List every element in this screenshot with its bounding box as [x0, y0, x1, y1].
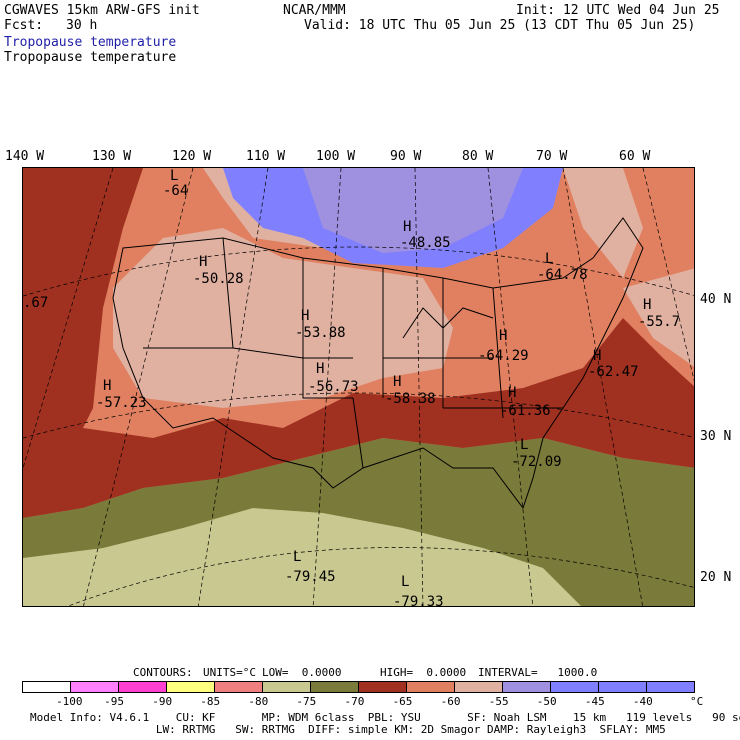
colorbar-tick-label: -70 — [344, 695, 365, 708]
colorbar-swatch — [311, 682, 359, 692]
extremum-type: H — [301, 308, 309, 324]
extremum-value: -58.38 — [385, 391, 436, 407]
init-time: Init: 12 UTC Wed 04 Jun 25 — [516, 3, 720, 18]
extremum-type: H — [593, 348, 601, 364]
model-title: CGWAVES 15km ARW-GFS init — [4, 3, 200, 18]
colorbar-unit: °C — [690, 695, 704, 708]
band-light-ne — [563, 168, 643, 278]
lon-label: 100 W — [316, 149, 356, 164]
colorbar-swatch — [71, 682, 119, 692]
colorbar-swatch — [263, 682, 311, 692]
graticule — [23, 168, 694, 606]
colorbar-tick-label: -60 — [440, 695, 461, 708]
colorbar-swatch — [23, 682, 71, 692]
extremum-value: -61.36 — [500, 403, 551, 419]
colorbar-swatch — [599, 682, 647, 692]
band-light-atlantic — [623, 268, 694, 367]
colorbar-tick-label: -55 — [488, 695, 509, 708]
colorbar-tick-label: -80 — [248, 695, 269, 708]
extremum-value: -56.73 — [308, 379, 359, 395]
extremum-value: -72.09 — [511, 454, 562, 470]
forecast-label: Fcst: — [4, 18, 44, 33]
colorbar-swatch — [455, 682, 503, 692]
contour-field-title: Tropopause temperature — [4, 50, 177, 65]
extremum-type: H — [643, 297, 651, 313]
map-panel: L -64 H -48.85 H -50.28 L -64.78 H -55.7… — [22, 167, 695, 607]
contours-low: LOW= 0.0000 — [262, 666, 342, 679]
extremum-type: H — [103, 378, 111, 394]
extremum-type: H — [508, 385, 516, 401]
extremum-value: -79.33 — [393, 594, 444, 607]
lon-label: 130 W — [92, 149, 132, 164]
extremum-value: -64.78 — [537, 267, 588, 283]
colorbar — [22, 681, 695, 693]
extremum-value: -62.47 — [588, 364, 639, 380]
political-boundaries — [112, 217, 644, 510]
lon-label: 120 W — [172, 149, 212, 164]
colored-field-title: Tropopause temperature — [4, 35, 177, 50]
extremum-type: H — [403, 219, 411, 235]
colorbar-tick-label: -40 — [632, 695, 653, 708]
contours-label: CONTOURS: — [133, 666, 193, 679]
center-label: NCAR/MMM — [283, 3, 346, 18]
contours-interval: INTERVAL= 1000.0 — [478, 666, 598, 679]
lon-label: 110 W — [246, 149, 286, 164]
extremum-value: -48.85 — [400, 235, 451, 251]
extremum-type: L — [545, 251, 553, 267]
lat-label: 20 N — [700, 570, 732, 585]
colorbar-tick-label: -85 — [200, 695, 221, 708]
band-tan — [23, 508, 581, 606]
extremum-type: H — [499, 328, 507, 344]
forecast-hour: 30 h — [66, 18, 98, 33]
lon-label: 80 W — [462, 149, 494, 164]
extremum-value: -57.23 — [96, 395, 147, 411]
extremum-type: H — [199, 254, 207, 270]
lat-label: 30 N — [700, 429, 732, 444]
extremum-value: -64.29 — [478, 348, 529, 364]
edge-value: .67 — [23, 295, 48, 311]
extremum-type: L — [293, 549, 301, 565]
colorbar-swatch — [215, 682, 263, 692]
lat-label: 40 N — [700, 292, 732, 307]
model-info-line1: Model Info: V4.6.1 CU: KF MP: WDM 6class… — [30, 711, 740, 724]
colorbar-swatch — [119, 682, 167, 692]
colorbar-tick-label: -50 — [536, 695, 557, 708]
extremum-type: L — [520, 437, 528, 453]
extremum-value: -50.28 — [193, 271, 244, 287]
colorbar-swatch — [167, 682, 215, 692]
extremum-type: H — [393, 374, 401, 390]
extremum-value: -79.45 — [285, 569, 336, 585]
extremum-type: L — [170, 168, 178, 184]
band-light — [113, 228, 453, 408]
lon-label: 140 W — [5, 149, 45, 164]
colorbar-swatch — [551, 682, 599, 692]
lon-label: 60 W — [619, 149, 651, 164]
temperature-map: L -64 H -48.85 H -50.28 L -64.78 H -55.7… — [23, 168, 694, 607]
valid-time: Valid: 18 UTC Thu 05 Jun 25 (13 CDT Thu … — [304, 18, 696, 33]
colorbar-tick-label: -75 — [296, 695, 317, 708]
colorbar-tick-label: -90 — [152, 695, 173, 708]
colorbar-swatch — [407, 682, 455, 692]
lon-label: 70 W — [536, 149, 568, 164]
contours-units: UNITS=°C — [203, 666, 256, 679]
extremum-value: -53.88 — [295, 325, 346, 341]
band-purple — [303, 168, 523, 253]
colorbar-tick-label: -65 — [392, 695, 413, 708]
lon-label: 90 W — [390, 149, 422, 164]
colorbar-tick-label: -95 — [104, 695, 125, 708]
band-dark-red — [23, 318, 694, 518]
contours-high: HIGH= 0.0000 — [380, 666, 467, 679]
band-dark-red-west — [23, 168, 143, 478]
colorbar-tick-label: -45 — [584, 695, 605, 708]
colorbar-swatch — [647, 682, 694, 692]
extremum-value: -55.7 — [638, 314, 680, 330]
extremum-type: L — [401, 574, 409, 590]
colorbar-tick-label: -100 — [56, 695, 83, 708]
extremum-value: -64 — [163, 183, 188, 199]
colorbar-swatch — [503, 682, 551, 692]
extremum-type: H — [316, 361, 324, 377]
model-info-line2: LW: RRTMG SW: RRTMG DIFF: simple KM: 2D … — [30, 723, 666, 736]
colorbar-swatch — [359, 682, 407, 692]
